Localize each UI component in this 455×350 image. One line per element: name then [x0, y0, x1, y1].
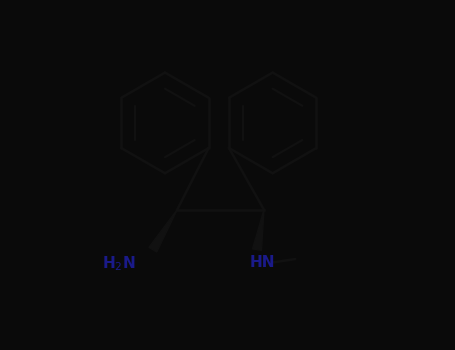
- Polygon shape: [149, 210, 177, 252]
- Text: HN: HN: [250, 255, 276, 270]
- Polygon shape: [253, 210, 264, 251]
- Text: H$_2$N: H$_2$N: [102, 254, 136, 273]
